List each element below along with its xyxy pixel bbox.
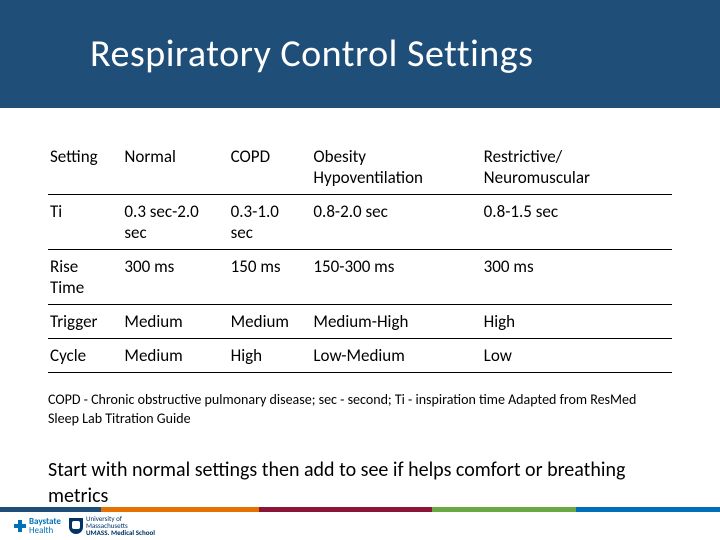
logo-line: UMASS. Medical School <box>86 529 155 536</box>
shield-icon <box>69 518 83 534</box>
cell: Medium-High <box>311 305 481 339</box>
footer-logos: Baystate Health University of Massachuse… <box>14 515 155 536</box>
cell: High <box>229 339 312 373</box>
table-header-row: Setting Normal COPD Obesity Hypoventilat… <box>48 140 672 195</box>
cell: 300 ms <box>482 250 672 305</box>
cell: Medium <box>122 305 228 339</box>
col-header: Normal <box>122 140 228 195</box>
col-header: Obesity Hypoventilation <box>311 140 481 195</box>
slide-footer: Baystate Health University of Massachuse… <box>0 500 720 540</box>
cell: 150 ms <box>229 250 312 305</box>
cell: Medium <box>122 339 228 373</box>
bar-segment <box>432 507 576 512</box>
baystate-logo: Baystate Health <box>14 517 61 535</box>
footnote-text: COPD - Chronic obstructive pulmonary dis… <box>48 391 672 429</box>
cell: Medium <box>229 305 312 339</box>
cell: 300 ms <box>122 250 228 305</box>
umass-logo: University of Massachusetts UMASS. Medic… <box>69 515 155 536</box>
slide: Respiratory Control Settings Setting Nor… <box>0 0 720 540</box>
cell: Rise Time <box>48 250 122 305</box>
settings-table: Setting Normal COPD Obesity Hypoventilat… <box>48 140 672 373</box>
col-header: Restrictive/ Neuromuscular <box>482 140 672 195</box>
table-row: Cycle Medium High Low-Medium Low <box>48 339 672 373</box>
cell: Ti <box>48 195 122 250</box>
bar-segment <box>101 507 259 512</box>
table-row: Rise Time 300 ms 150 ms 150-300 ms 300 m… <box>48 250 672 305</box>
baystate-text: Baystate Health <box>29 517 61 535</box>
footer-color-bar <box>0 507 720 512</box>
bar-segment <box>576 507 720 512</box>
bar-segment <box>259 507 432 512</box>
umass-text: University of Massachusetts UMASS. Medic… <box>86 515 155 536</box>
title-band: Respiratory Control Settings <box>0 0 720 108</box>
cell: Trigger <box>48 305 122 339</box>
cross-icon <box>14 520 26 532</box>
table-row: Ti 0.3 sec-2.0 sec 0.3-1.0 sec 0.8-2.0 s… <box>48 195 672 250</box>
col-header: Setting <box>48 140 122 195</box>
cell: 0.8-1.5 sec <box>482 195 672 250</box>
cell: 0.3 sec-2.0 sec <box>122 195 228 250</box>
cell: 0.8-2.0 sec <box>311 195 481 250</box>
col-header: COPD <box>229 140 312 195</box>
logo-line: Health <box>29 526 61 535</box>
cell: 0.3-1.0 sec <box>229 195 312 250</box>
slide-title: Respiratory Control Settings <box>0 31 534 77</box>
cell: Low-Medium <box>311 339 481 373</box>
table-row: Trigger Medium Medium Medium-High High <box>48 305 672 339</box>
cell: Low <box>482 339 672 373</box>
cell: 150-300 ms <box>311 250 481 305</box>
bar-segment <box>0 507 101 512</box>
cell: High <box>482 305 672 339</box>
content-area: Setting Normal COPD Obesity Hypoventilat… <box>0 108 720 540</box>
cell: Cycle <box>48 339 122 373</box>
